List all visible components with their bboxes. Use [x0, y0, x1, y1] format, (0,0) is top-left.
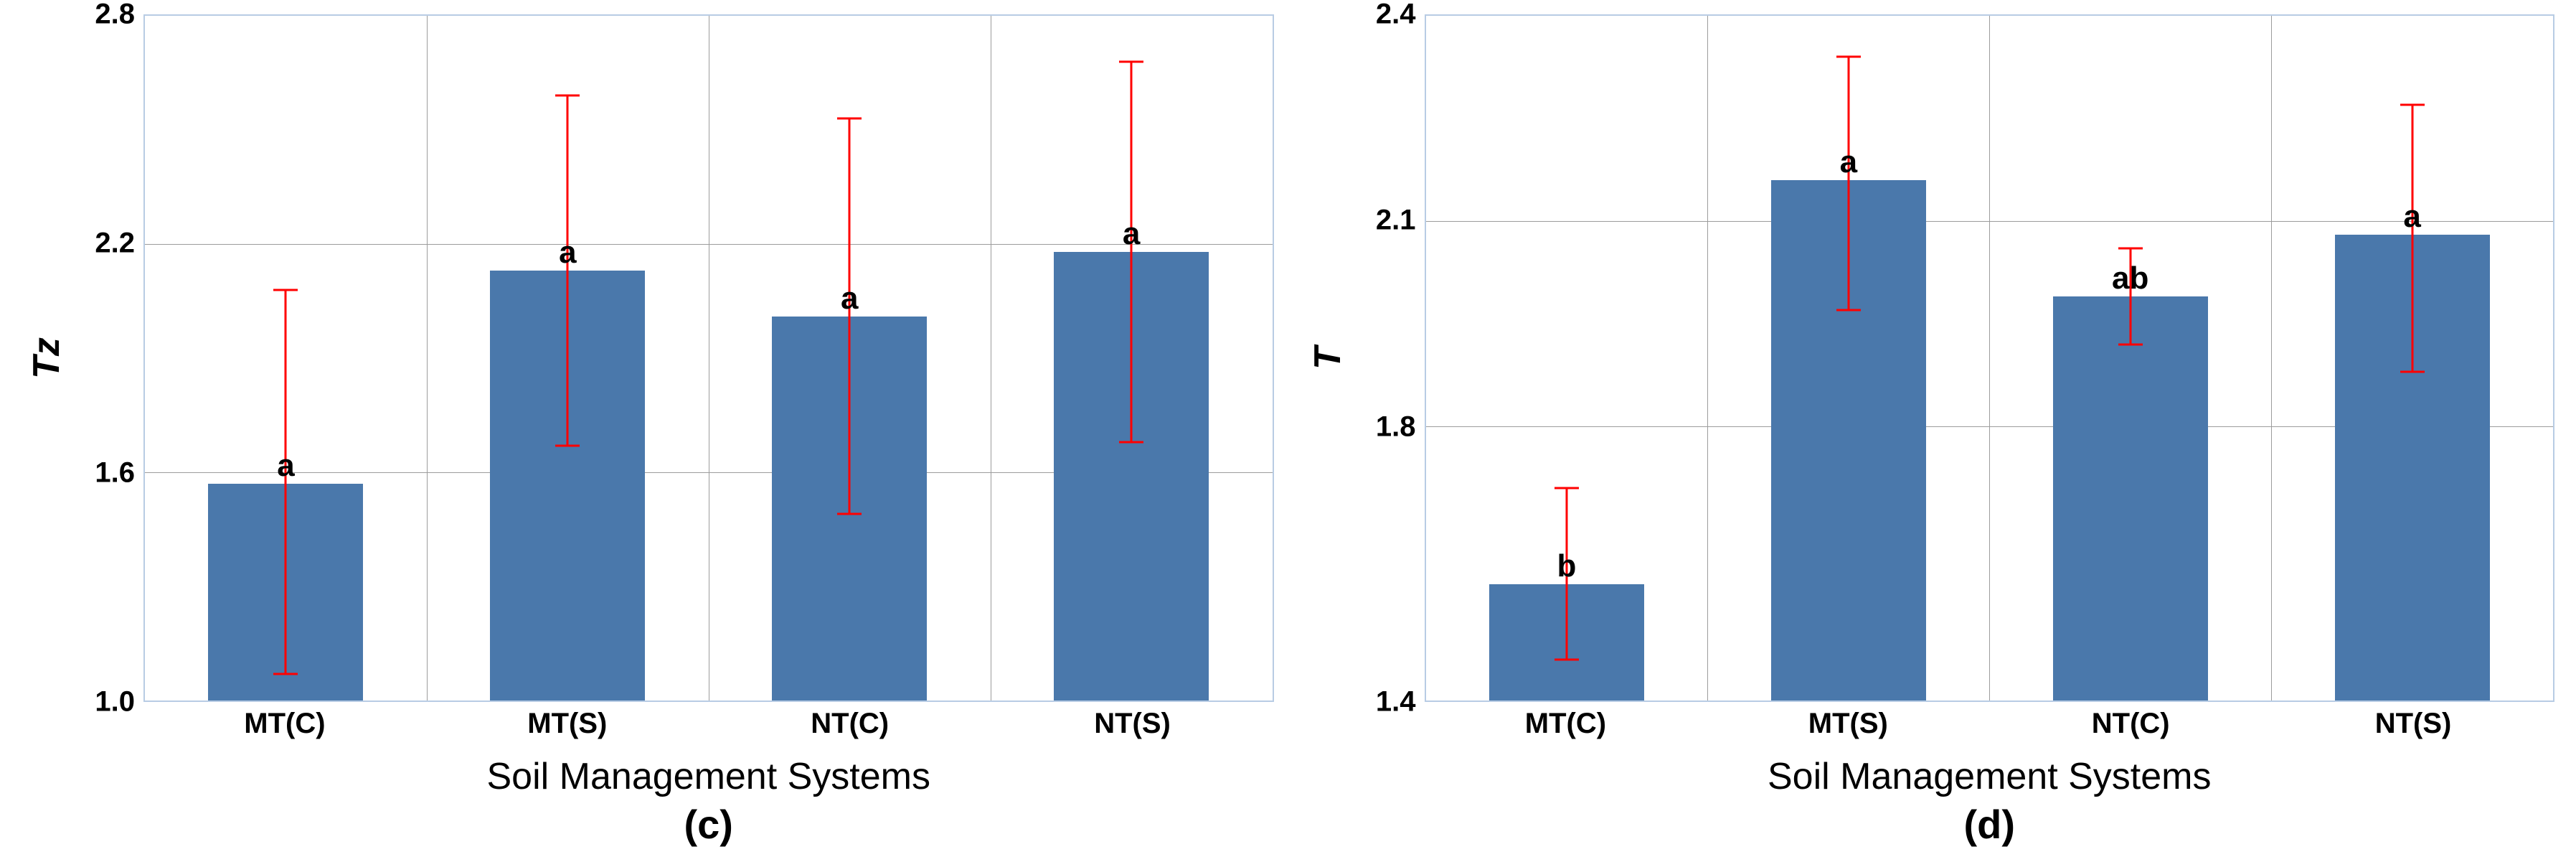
- plot-area: b a ab a: [1425, 14, 2555, 702]
- significance-label: ab: [2112, 261, 2148, 296]
- x-tick-label: NT(C): [1989, 702, 2272, 752]
- y-tick-label: 1.4: [1376, 686, 1416, 718]
- x-tick-label: MT(C): [143, 702, 426, 752]
- error-cap-top: [837, 118, 862, 120]
- y-axis-label: T: [1306, 347, 1349, 370]
- significance-label: a: [277, 448, 294, 484]
- error-cap-top: [273, 289, 298, 291]
- error-cap-top: [1554, 487, 1579, 489]
- x-axis-label: Soil Management Systems: [143, 752, 1274, 798]
- y-tick-label: 1.6: [95, 456, 135, 489]
- error-bar: [2411, 105, 2413, 372]
- error-cap-top: [555, 95, 580, 97]
- plot-area: a a a a: [143, 14, 1274, 702]
- significance-label: a: [2403, 199, 2420, 235]
- y-tick-label: 2.4: [1376, 0, 1416, 31]
- x-tick-label: MT(C): [1425, 702, 1707, 752]
- y-axis-label-col: T: [1303, 14, 1353, 702]
- significance-label: a: [559, 235, 576, 271]
- y-axis-label: Tz: [25, 337, 68, 379]
- error-cap-bottom: [273, 673, 298, 675]
- gridline-v: [1707, 16, 1708, 701]
- error-cap-top: [2400, 104, 2425, 106]
- error-cap-top: [2118, 248, 2143, 250]
- y-axis-label-col: Tz: [22, 14, 72, 702]
- gridline-v: [1989, 16, 1990, 701]
- panel-d: T1.41.82.12.4baabaMT(C)MT(S)NT(C)NT(S)So…: [1303, 14, 2555, 848]
- error-cap-bottom: [837, 513, 862, 515]
- y-tick-label: 1.8: [1376, 411, 1416, 443]
- bar: [2053, 296, 2208, 701]
- y-tick-label: 1.0: [95, 686, 135, 718]
- x-tick-row: MT(C)MT(S)NT(C)NT(S): [1425, 702, 2555, 752]
- y-tick-label: 2.1: [1376, 205, 1416, 237]
- error-bar: [1131, 62, 1133, 442]
- gridline-v: [2271, 16, 2272, 701]
- error-bar: [1847, 57, 1849, 310]
- error-cap-bottom: [2400, 371, 2425, 373]
- error-bar: [567, 95, 569, 446]
- y-tick-col: 1.41.82.12.4: [1353, 14, 1425, 702]
- y-tick-label: 2.8: [95, 0, 135, 31]
- significance-label: a: [1840, 144, 1857, 180]
- x-tick-label: MT(S): [426, 702, 709, 752]
- x-tick-label: MT(S): [1707, 702, 1989, 752]
- error-cap-bottom: [2118, 343, 2143, 345]
- significance-label: a: [841, 281, 858, 317]
- x-tick-label: NT(S): [991, 702, 1274, 752]
- x-tick-row: MT(C)MT(S)NT(C)NT(S): [143, 702, 1274, 752]
- y-tick-label: 2.2: [95, 228, 135, 260]
- x-axis-label: Soil Management Systems: [1425, 752, 2555, 798]
- error-cap-top: [1119, 60, 1143, 62]
- chart-row: Tz1.01.62.22.8aaaa: [22, 14, 1274, 702]
- y-tick-col: 1.01.62.22.8: [72, 14, 143, 702]
- error-cap-bottom: [1836, 309, 1861, 311]
- figure-wrap: Tz1.01.62.22.8aaaaMT(C)MT(S)NT(C)NT(S)So…: [0, 0, 2576, 862]
- panel-sublabel: (c): [143, 798, 1274, 848]
- error-cap-bottom: [555, 444, 580, 446]
- significance-label: b: [1557, 548, 1576, 584]
- x-tick-label: NT(C): [709, 702, 991, 752]
- panel-c: Tz1.01.62.22.8aaaaMT(C)MT(S)NT(C)NT(S)So…: [22, 14, 1274, 848]
- error-cap-bottom: [1119, 441, 1143, 443]
- gridline-v: [427, 16, 428, 701]
- x-tick-label: NT(S): [2272, 702, 2554, 752]
- error-bar: [849, 118, 851, 514]
- significance-label: a: [1123, 216, 1140, 252]
- chart-row: T1.41.82.12.4baaba: [1303, 14, 2555, 702]
- error-cap-bottom: [1554, 658, 1579, 660]
- panel-sublabel: (d): [1425, 798, 2555, 848]
- error-cap-top: [1836, 56, 1861, 58]
